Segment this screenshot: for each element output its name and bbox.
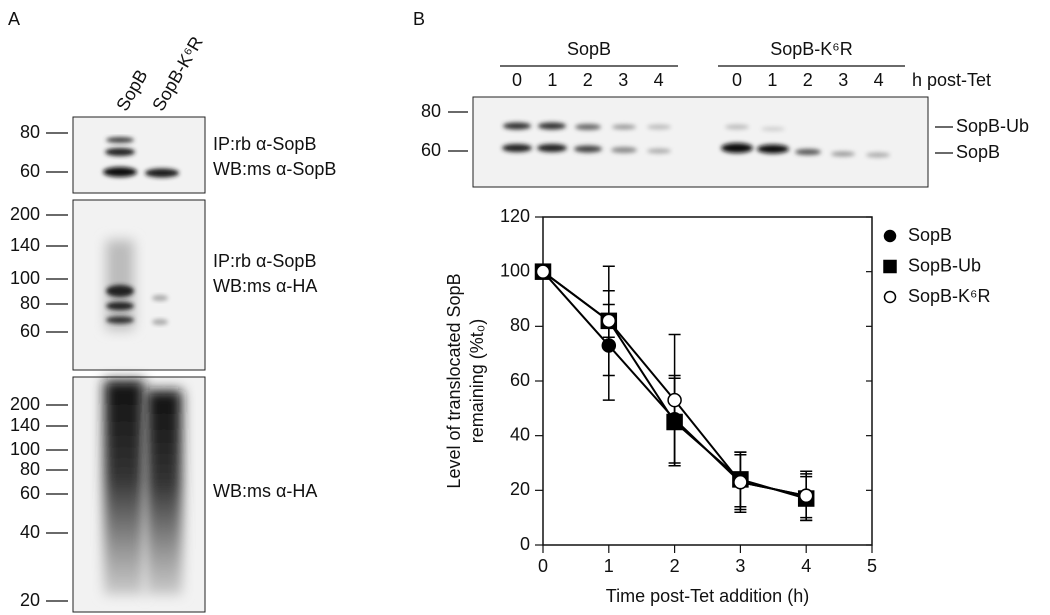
panel-label: B [413, 9, 425, 29]
legend-marker [883, 290, 897, 304]
y-tick-label: 20 [510, 479, 530, 499]
time-label: 4 [654, 70, 664, 90]
time-label: 1 [547, 70, 557, 90]
point [667, 392, 682, 408]
marker-label: 200 [10, 204, 40, 224]
x-tick-label: 4 [801, 556, 811, 576]
blot-annotation: WB:ms α-HA [213, 276, 317, 296]
lane-label: SopB [112, 66, 151, 114]
y-axis-label: Level of translocated SopB [444, 273, 464, 488]
legend-label: SopB-K⁶R [908, 286, 990, 306]
marker-label: 80 [20, 293, 40, 313]
x-axis-label: Time post-Tet addition (h) [606, 586, 809, 606]
marker-label: 60 [20, 321, 40, 341]
x-tick-label: 0 [538, 556, 548, 576]
x-tick-label: 5 [867, 556, 877, 576]
point [535, 264, 551, 279]
point [733, 474, 748, 490]
legend-label: SopB-Ub [908, 255, 981, 275]
x-tick-label: 2 [670, 556, 680, 576]
marker-label: 200 [10, 394, 40, 414]
blot-images [72, 96, 929, 613]
marker-label: 80 [421, 101, 441, 121]
plot-frame [542, 216, 873, 546]
time-label: 2 [803, 70, 813, 90]
blot-annotation: WB:ms α-HA [213, 481, 317, 501]
y-tick-label: 40 [510, 424, 530, 444]
marker-label: 20 [20, 590, 40, 610]
x-tick-label: 3 [735, 556, 745, 576]
marker-label: 40 [20, 522, 40, 542]
time-unit: h post-Tet [912, 70, 991, 90]
y-tick-label: 0 [520, 534, 530, 554]
marker-label: 140 [10, 415, 40, 435]
y-tick-label: 80 [510, 315, 530, 335]
point [798, 488, 814, 504]
marker-label: 80 [20, 459, 40, 479]
time-label: 1 [767, 70, 777, 90]
band-label: SopB-Ub [956, 116, 1029, 136]
x-tick-label: 1 [604, 556, 614, 576]
time-label: 3 [838, 70, 848, 90]
blot-annotation: IP:rb α-SopB [213, 251, 316, 271]
time-label: 0 [732, 70, 742, 90]
lane-label: SopB-K⁶R [148, 33, 207, 114]
point [601, 313, 617, 329]
blot-annotation: WB:ms α-SopB [213, 159, 336, 179]
time-label: 3 [618, 70, 628, 90]
group-label: SopB [567, 39, 611, 59]
marker-label: 100 [10, 439, 40, 459]
time-label: 2 [583, 70, 593, 90]
point [601, 338, 617, 353]
time-label: 0 [512, 70, 522, 90]
y-tick-label: 60 [510, 370, 530, 390]
point [666, 413, 683, 431]
time-label: 4 [874, 70, 884, 90]
legend-marker [883, 229, 897, 243]
legend-label: SopB [908, 225, 952, 245]
y-axis-label: remaining (%t₀) [467, 319, 487, 444]
marker-label: 100 [10, 268, 40, 288]
marker-label: 80 [20, 122, 40, 142]
marker-label: 60 [20, 161, 40, 181]
y-tick-label: 100 [500, 260, 530, 280]
marker-label: 60 [421, 140, 441, 160]
marker-label: 60 [20, 483, 40, 503]
y-tick-label: 120 [500, 206, 530, 226]
band-label: SopB [956, 142, 1000, 162]
panel-label: A [8, 9, 20, 29]
legend-marker [883, 259, 897, 274]
blot-annotation: IP:rb α-SopB [213, 134, 316, 154]
group-label: SopB-K⁶R [770, 39, 852, 59]
marker-label: 140 [10, 235, 40, 255]
